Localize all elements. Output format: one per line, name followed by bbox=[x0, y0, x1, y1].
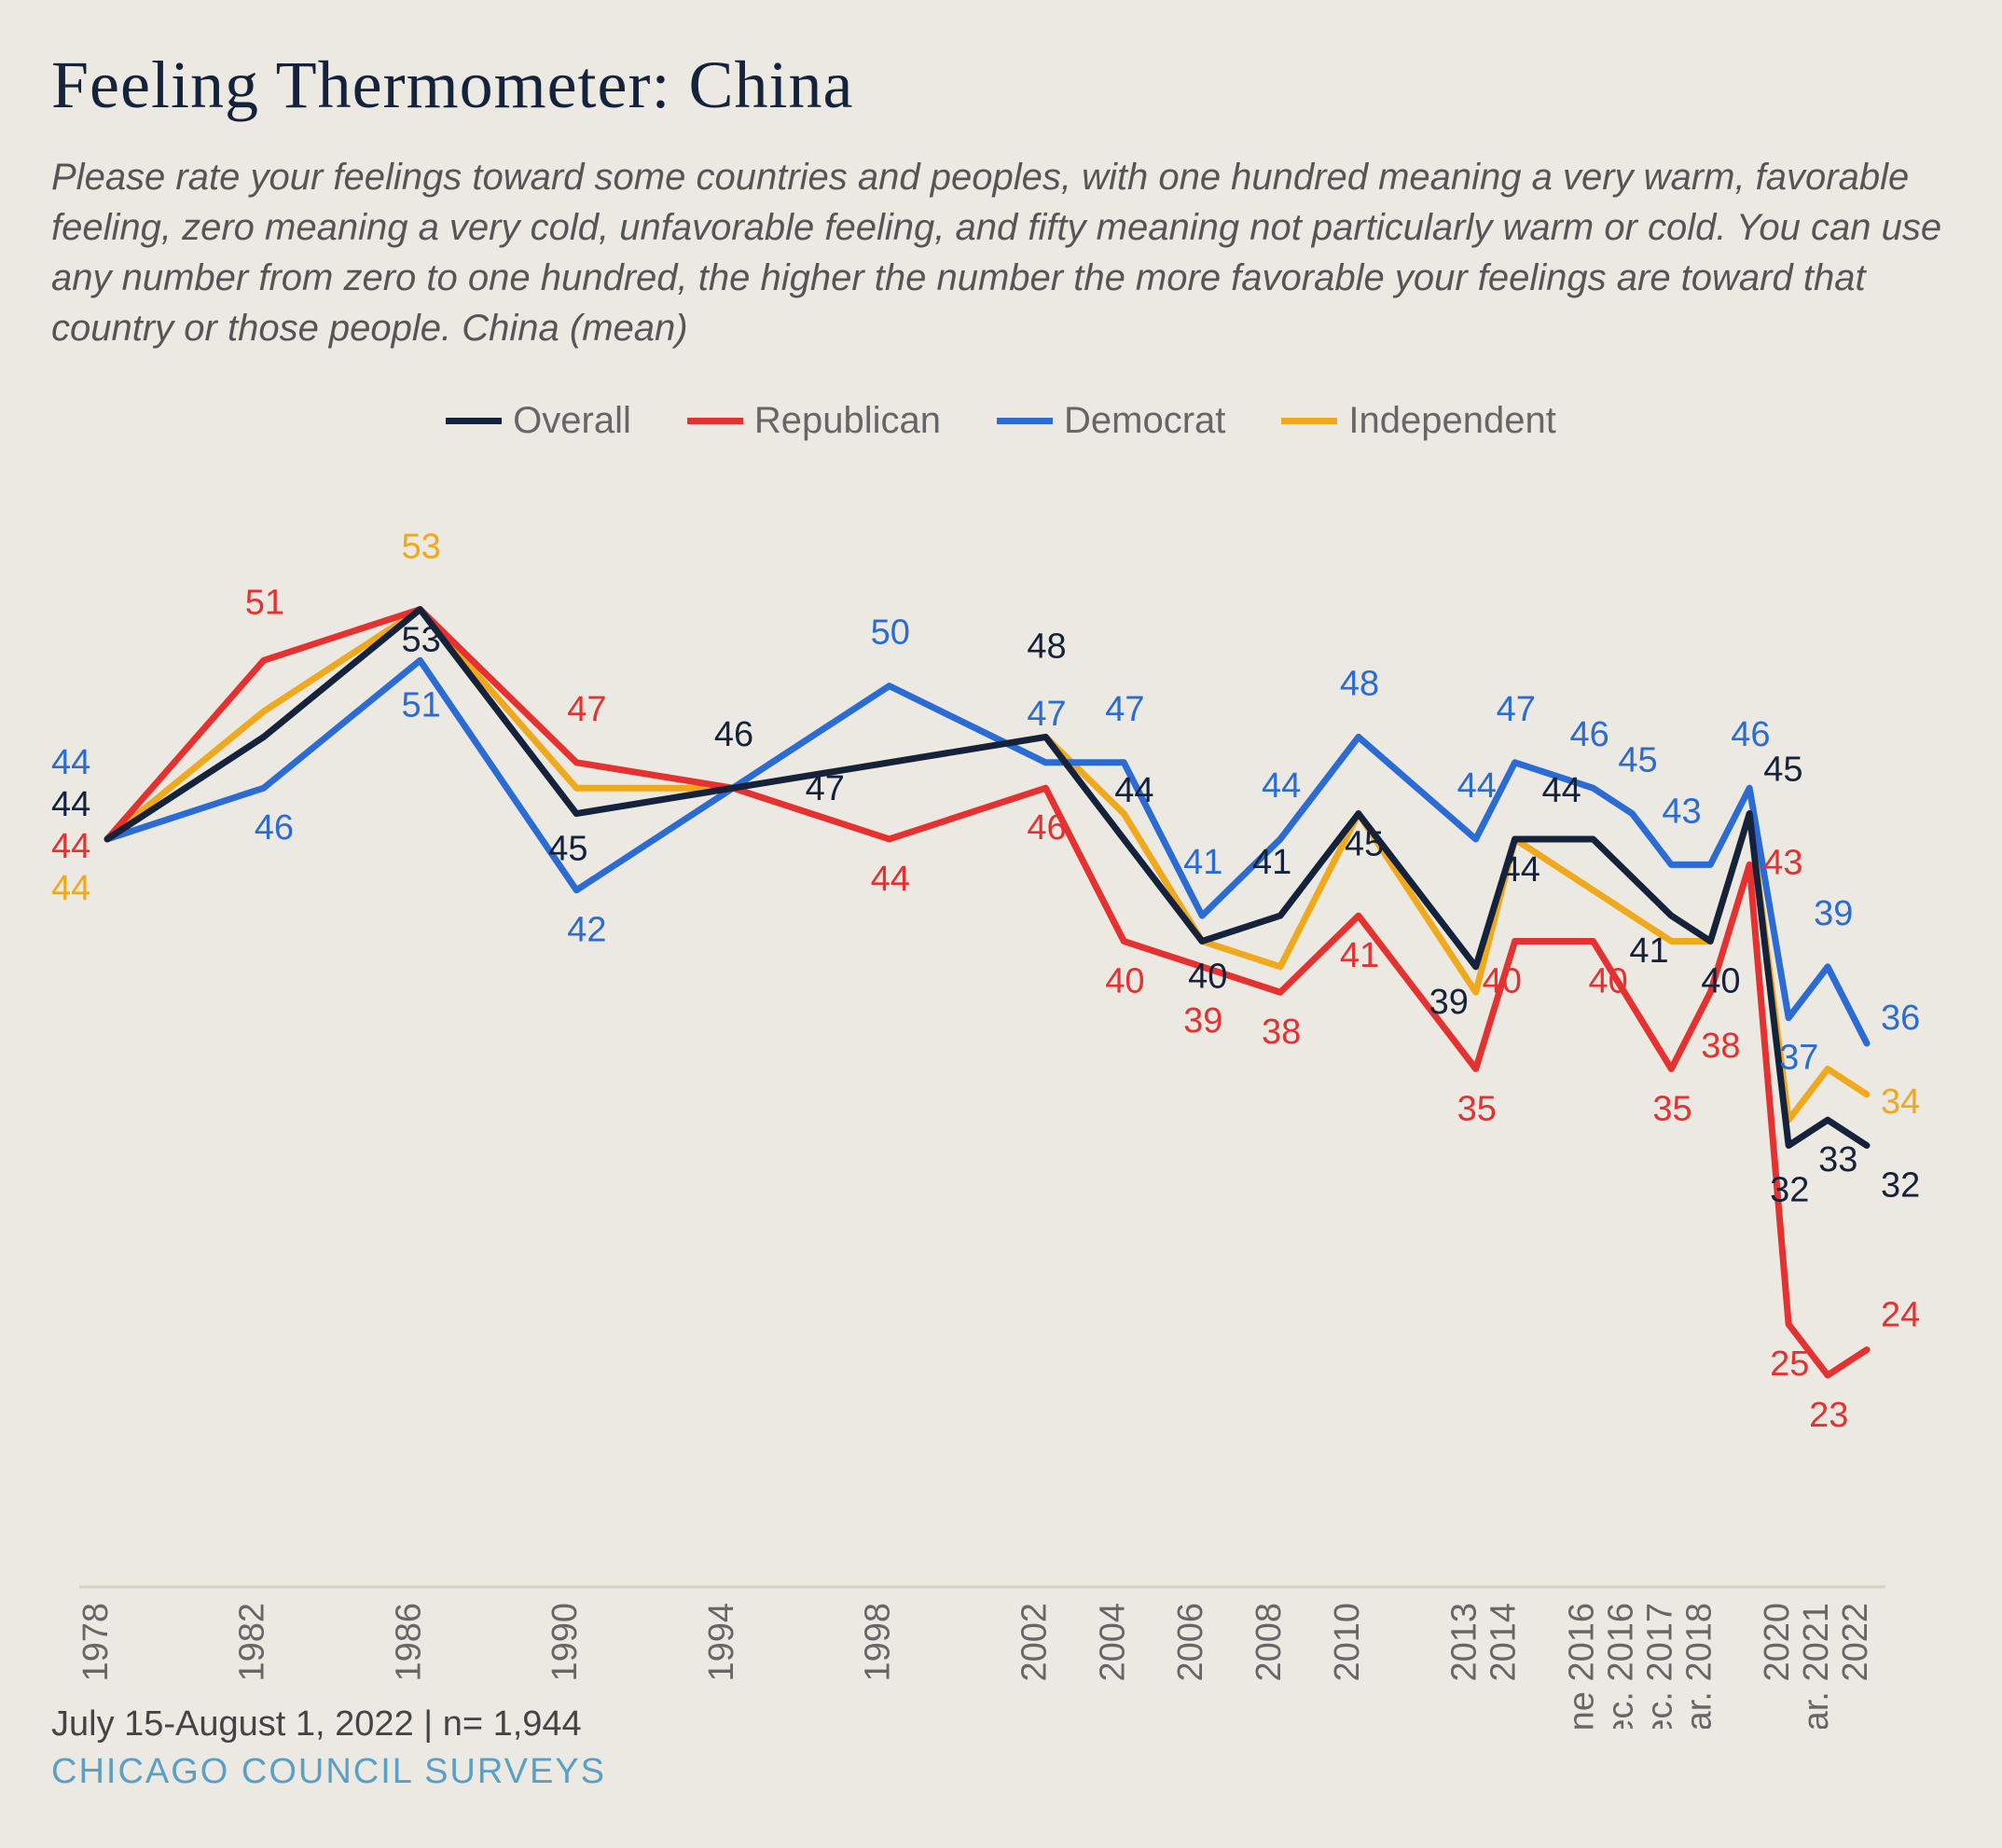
footer-date-n: July 15-August 1, 2022 | n= 1,944 bbox=[51, 1704, 606, 1745]
data-label: 44 bbox=[1541, 771, 1581, 810]
x-axis-label: 2013 bbox=[1445, 1603, 1484, 1682]
x-axis-label: 1986 bbox=[389, 1603, 428, 1682]
data-label: 40 bbox=[1483, 961, 1522, 1000]
data-label: 51 bbox=[245, 583, 284, 622]
data-label: 35 bbox=[1652, 1089, 1691, 1128]
data-label: 42 bbox=[567, 911, 606, 950]
data-label: 53 bbox=[401, 621, 440, 660]
x-axis-label: Dec. 2016 bbox=[1601, 1603, 1640, 1729]
data-label: 44 bbox=[871, 860, 910, 899]
data-label: 46 bbox=[1027, 808, 1066, 848]
data-label: 39 bbox=[1814, 894, 1853, 933]
data-label: 38 bbox=[1262, 1013, 1301, 1052]
x-axis-label: Dec. 2017 bbox=[1640, 1603, 1679, 1729]
x-axis-label: 2020 bbox=[1758, 1603, 1797, 1682]
data-label: 46 bbox=[714, 715, 753, 754]
legend: Overall Republican Democrat Independent bbox=[51, 400, 1951, 442]
legend-item-republican: Republican bbox=[687, 400, 941, 442]
data-label: 46 bbox=[1731, 715, 1770, 754]
x-axis-label: June 2016 bbox=[1562, 1603, 1601, 1729]
data-label: 34 bbox=[1881, 1083, 1920, 1122]
data-label: 47 bbox=[1027, 695, 1066, 734]
data-label: 47 bbox=[1497, 690, 1536, 729]
data-label: 41 bbox=[1183, 843, 1222, 882]
data-label: 53 bbox=[401, 528, 440, 567]
chart-subtitle: Please rate your feelings toward some co… bbox=[51, 152, 1951, 353]
data-label: 45 bbox=[1763, 751, 1802, 790]
data-label: 44 bbox=[51, 785, 90, 824]
x-axis-label: 1994 bbox=[702, 1603, 741, 1682]
data-label: 47 bbox=[1105, 690, 1144, 729]
data-label: 32 bbox=[1881, 1166, 1920, 1206]
x-axis-label: 2002 bbox=[1015, 1603, 1054, 1682]
data-label: 48 bbox=[1340, 664, 1379, 703]
data-label: 44 bbox=[1114, 771, 1153, 810]
data-label: 44 bbox=[51, 869, 90, 908]
data-label: 38 bbox=[1701, 1027, 1740, 1066]
data-label: 24 bbox=[1881, 1296, 1920, 1335]
x-axis-label: 2006 bbox=[1171, 1603, 1210, 1682]
legend-item-overall: Overall bbox=[446, 400, 631, 442]
data-label: 41 bbox=[1629, 931, 1668, 971]
legend-item-democrat: Democrat bbox=[997, 400, 1225, 442]
data-label: 43 bbox=[1662, 792, 1701, 831]
x-axis-label: 2014 bbox=[1484, 1603, 1524, 1682]
line-chart: 1978198219861990199419982002200420062008… bbox=[51, 470, 1951, 1635]
data-label: 39 bbox=[1429, 983, 1469, 1022]
x-axis-label: 1990 bbox=[545, 1603, 585, 1682]
data-label: 48 bbox=[1027, 627, 1066, 666]
data-label: 35 bbox=[1457, 1089, 1497, 1128]
data-label: 44 bbox=[1457, 766, 1497, 806]
data-label: 40 bbox=[1588, 961, 1627, 1000]
data-label: 47 bbox=[567, 690, 606, 729]
data-label: 51 bbox=[401, 685, 440, 724]
data-label: 46 bbox=[1569, 715, 1609, 754]
legend-item-independent: Independent bbox=[1281, 400, 1555, 442]
series-overall bbox=[107, 610, 1867, 1146]
x-axis-label: 2010 bbox=[1328, 1603, 1367, 1682]
data-label: 44 bbox=[51, 743, 90, 782]
chart-footer: July 15-August 1, 2022 | n= 1,944 Chicag… bbox=[51, 1704, 606, 1792]
x-axis-label: Mar. 2021 bbox=[1797, 1603, 1836, 1729]
data-label: 32 bbox=[1770, 1171, 1809, 1210]
data-label: 41 bbox=[1340, 936, 1379, 975]
x-axis-label: Mar. 2018 bbox=[1679, 1603, 1719, 1729]
data-label: 44 bbox=[1501, 850, 1540, 890]
x-axis-label: 2004 bbox=[1093, 1603, 1132, 1682]
x-axis-label: 2022 bbox=[1836, 1603, 1875, 1682]
footer-source: Chicago Council Surveys bbox=[51, 1752, 606, 1792]
data-label: 43 bbox=[1763, 843, 1802, 882]
data-label: 36 bbox=[1881, 999, 1920, 1038]
data-label: 33 bbox=[1818, 1140, 1857, 1179]
data-label: 40 bbox=[1188, 957, 1227, 996]
x-axis-label: 2008 bbox=[1250, 1603, 1289, 1682]
data-label: 45 bbox=[1618, 741, 1657, 780]
data-label: 50 bbox=[871, 614, 910, 653]
data-label: 44 bbox=[1262, 766, 1301, 806]
data-label: 25 bbox=[1770, 1345, 1809, 1384]
series-independent bbox=[107, 610, 1867, 1121]
data-label: 40 bbox=[1701, 961, 1740, 1000]
data-label: 44 bbox=[51, 827, 90, 866]
x-axis-label: 1978 bbox=[76, 1603, 116, 1682]
data-label: 23 bbox=[1809, 1396, 1848, 1435]
data-label: 45 bbox=[548, 830, 587, 869]
data-label: 46 bbox=[255, 808, 294, 848]
data-label: 39 bbox=[1183, 1001, 1222, 1041]
data-label: 41 bbox=[1252, 843, 1291, 882]
data-label: 40 bbox=[1105, 961, 1144, 1000]
data-label: 47 bbox=[806, 769, 845, 808]
chart-title: Feeling Thermometer: China bbox=[51, 47, 1951, 124]
data-label: 37 bbox=[1779, 1039, 1818, 1078]
x-axis-label: 1998 bbox=[859, 1603, 898, 1682]
data-label: 45 bbox=[1345, 825, 1384, 864]
x-axis-label: 1982 bbox=[233, 1603, 272, 1682]
